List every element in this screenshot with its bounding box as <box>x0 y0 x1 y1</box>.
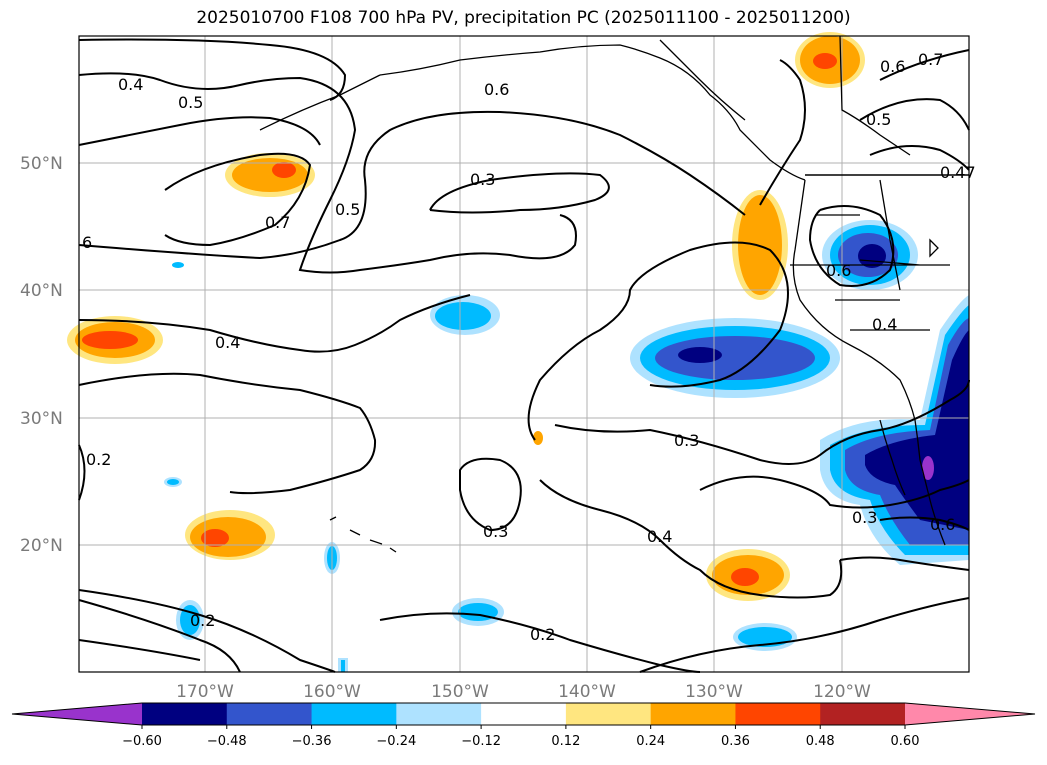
precip-negative-blob-5 <box>733 623 797 651</box>
colorbar-segment <box>735 703 821 725</box>
contour-label: 0.5 <box>335 200 360 219</box>
colorbar-tick-label: 0.60 <box>891 734 920 749</box>
map-title: 2025010700 F108 700 hPa PV, precipitatio… <box>196 8 851 28</box>
colorbar: −0.60 −0.48 −0.36 −0.24 −0.12 0.12 0.24 0.36 0.4… <box>11 702 1036 749</box>
lat-label: 30°N <box>20 409 63 429</box>
lat-label: 40°N <box>20 281 63 301</box>
lon-label: 140°W <box>558 682 616 702</box>
contour-label: 0.3 <box>852 508 877 527</box>
precip-negative-blob-2 <box>630 318 840 398</box>
lon-label: 160°W <box>303 682 361 702</box>
precip-positive-blob-5 <box>795 32 865 88</box>
contour-label: 0.6 <box>826 261 851 280</box>
contour-label: 0.3 <box>483 522 508 541</box>
colorbar-extend-max <box>905 703 1035 725</box>
colorbar-tick-label: −0.24 <box>376 734 416 749</box>
lon-label: 130°W <box>685 682 743 702</box>
contour-label: 0.6 <box>930 515 955 534</box>
contour-label: 0.4 <box>215 333 240 352</box>
colorbar-segment <box>820 703 906 725</box>
contour-label: 0.7 <box>265 213 290 232</box>
colorbar-tick-label: 0.12 <box>551 734 580 749</box>
precip-negative-blob-3 <box>822 220 918 290</box>
contour-label: 0.5 <box>178 93 203 112</box>
precip-positive-blob-2 <box>67 316 163 364</box>
colorbar-segment <box>650 703 736 725</box>
contour-label: 0.4 <box>872 315 897 334</box>
colorbar-segment <box>311 703 397 725</box>
contour-label: 0.3 <box>674 431 699 450</box>
precip-negative-blob-1 <box>430 295 500 335</box>
map-frame <box>78 35 970 673</box>
contour-label: 0.6 <box>880 57 905 76</box>
contour-label: 0.5 <box>866 110 891 129</box>
colorbar-segment <box>396 703 482 725</box>
lon-label: 120°W <box>813 682 871 702</box>
precip-positive-blob-3 <box>185 510 275 560</box>
precip-shading <box>67 32 969 672</box>
contour-label: 0.2 <box>86 450 111 469</box>
contour-label: 0.3 <box>470 170 495 189</box>
graticule <box>79 36 969 672</box>
contour-label: 0.4 <box>647 527 672 546</box>
colorbar-tick-label: 0.48 <box>806 734 835 749</box>
contour-label: 0.47 <box>940 163 976 182</box>
contour-labels: 0.4 0.5 0.6 0.6 0.7 0.5 0.3 0.5 0.7 6 0.… <box>82 50 976 644</box>
contour-label: 0.2 <box>190 611 215 630</box>
precip-negative-blob-4 <box>820 295 969 565</box>
colorbar-tick-label: −0.60 <box>122 734 162 749</box>
colorbar-tick-label: −0.12 <box>461 734 501 749</box>
colorbar-tick-label: −0.36 <box>292 734 332 749</box>
colorbar-extend-min <box>12 703 142 725</box>
pv-contours <box>78 38 970 673</box>
latitude-labels: 20°N 30°N 40°N 50°N <box>20 154 63 556</box>
colorbar-segment <box>481 703 567 725</box>
contour-label: 0.2 <box>530 625 555 644</box>
colorbar-segment <box>565 703 652 725</box>
lat-label: 20°N <box>20 536 63 556</box>
contour-label: 0.7 <box>918 50 943 69</box>
precip-positive-blob-1 <box>225 153 315 197</box>
colorbar-segment <box>226 703 313 725</box>
colorbar-segment <box>142 703 228 725</box>
contour-label: 6 <box>82 233 92 252</box>
longitude-labels: 170°W 160°W 150°W 140°W 130°W 120°W <box>176 682 871 702</box>
colorbar-tick-label: −0.48 <box>207 734 247 749</box>
lon-label: 170°W <box>176 682 234 702</box>
colorbar-tick-label: 0.24 <box>636 734 665 749</box>
lat-label: 50°N <box>20 154 63 174</box>
contour-label: 0.4 <box>118 75 143 94</box>
colorbar-tick-label: 0.36 <box>721 734 750 749</box>
contour-label: 0.6 <box>484 80 509 99</box>
lon-label: 150°W <box>431 682 489 702</box>
